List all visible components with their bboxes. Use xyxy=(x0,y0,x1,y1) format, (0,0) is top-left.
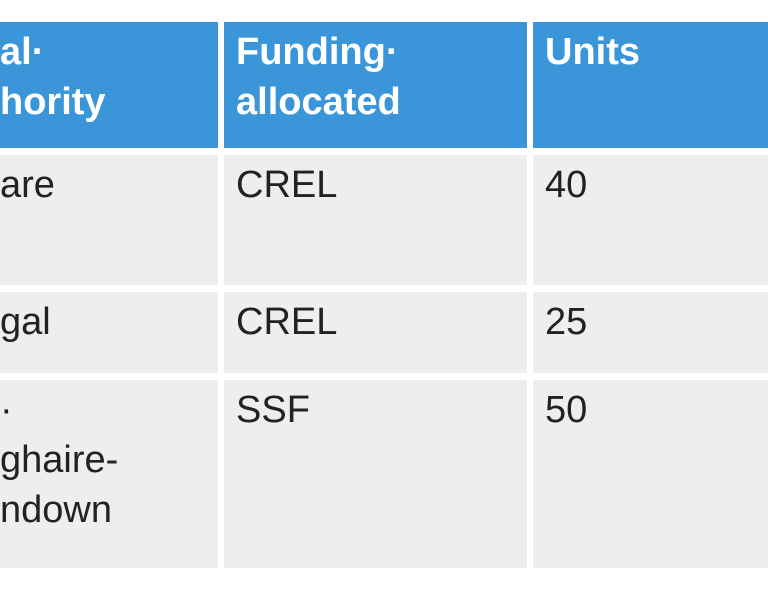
cell-text: are xyxy=(0,164,55,206)
table-cell: 50 xyxy=(533,380,768,568)
cell-text: allocated xyxy=(236,81,401,123)
cell-text: 25 xyxy=(545,301,588,343)
cell-text: SSF xyxy=(236,389,310,431)
cell-text: 40 xyxy=(545,164,588,206)
cell-text: al· xyxy=(0,31,45,73)
table-cell: 40 xyxy=(533,155,768,285)
cell-text: · xyxy=(0,389,13,431)
header-cell: al· hority xyxy=(0,22,218,148)
table-cell: 25 xyxy=(533,292,768,373)
table-cell: are xyxy=(0,155,218,285)
cell-text: 50 xyxy=(545,389,588,431)
cell-text: CREL xyxy=(236,164,338,206)
cell-text: hority xyxy=(0,81,106,123)
table-cell: CREL xyxy=(224,292,527,373)
cell-text: CREL xyxy=(236,301,338,343)
table-cell: CREL xyxy=(224,155,527,285)
cell-text: Units xyxy=(545,31,640,73)
cell-text: ghaire- xyxy=(0,439,119,481)
table-cell: SSF xyxy=(224,380,527,568)
cell-text: Funding· xyxy=(236,31,399,73)
cell-text: ndown xyxy=(0,489,112,531)
cell-text: gal xyxy=(0,301,51,343)
header-cell: Funding· allocated xyxy=(224,22,527,148)
table-cell: gal xyxy=(0,292,218,373)
table-cell: · ghaire-ndown xyxy=(0,380,218,568)
header-cell: Units xyxy=(533,22,768,148)
